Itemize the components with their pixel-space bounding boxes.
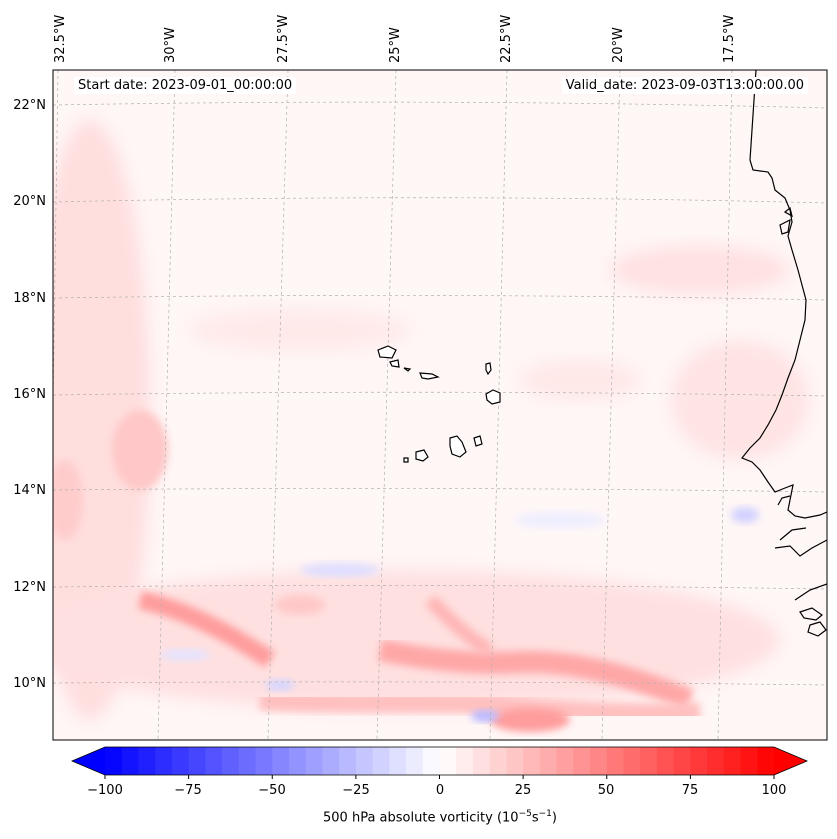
colorbar-segment: [539, 747, 558, 775]
colorbar-segment: [640, 747, 658, 775]
lat-label: 20°N: [13, 194, 46, 209]
colorbar-segment: [723, 747, 742, 775]
colorbar-segment: [506, 747, 524, 775]
colorbar-segment: [272, 747, 290, 775]
colorbar-title-suffix: ): [551, 810, 557, 826]
lat-label: 16°N: [13, 387, 46, 402]
colorbar-segment: [556, 747, 574, 775]
colorbar-segment: [606, 747, 625, 775]
lat-label: 12°N: [13, 580, 46, 595]
colorbar-segment: [105, 747, 123, 775]
colorbar-segment: [205, 747, 223, 775]
colorbar-segment: [740, 747, 758, 775]
colorbar-segment: [690, 747, 708, 775]
lat-label: 14°N: [13, 483, 46, 498]
colorbar-tick-label: 75: [681, 783, 699, 798]
colorbar-segment: [238, 747, 257, 775]
colorbar-segment: [121, 747, 140, 775]
colorbar-segment: [489, 747, 507, 775]
colorbar-segment: [389, 747, 407, 775]
lon-label: 27.5°W: [276, 14, 291, 63]
colorbar-extend-min: [72, 747, 105, 775]
colorbar-tick-label: 0: [435, 783, 445, 798]
lon-label: 30°W: [163, 27, 178, 63]
colorbar-title-exp2: −1: [538, 809, 552, 819]
lon-label: 17.5°W: [722, 14, 737, 63]
lat-label: 22°N: [13, 98, 46, 113]
colorbar-tick-label: −100: [87, 783, 123, 798]
colorbar-segment: [355, 747, 374, 775]
colorbar-segment: [422, 747, 441, 775]
colorbar-segment: [523, 747, 541, 775]
colorbar-tick-label: −50: [258, 783, 286, 798]
colorbar-tick-label: −25: [342, 783, 370, 798]
colorbar-segment: [456, 747, 474, 775]
colorbar-segment: [339, 747, 357, 775]
colorbar-segment: [372, 747, 390, 775]
colorbar-segment: [673, 747, 691, 775]
colorbar: [70, 746, 809, 779]
colorbar-segment: [573, 747, 591, 775]
colorbar-segment: [171, 747, 190, 775]
africa-coastline: [741, 70, 827, 519]
lat-label: 10°N: [13, 676, 46, 691]
colorbar-segment: [322, 747, 340, 775]
colorbar-segment: [406, 747, 424, 775]
map-frame: [52, 69, 828, 741]
colorbar-tick-label: −75: [174, 783, 202, 798]
colorbar-segment: [138, 747, 156, 775]
colorbar-tick-label: 50: [597, 783, 615, 798]
gridlines: [53, 70, 827, 740]
colorbar-title-prefix: 500 hPa absolute vorticity (10: [323, 810, 519, 826]
colorbar-title-exp1: −5: [518, 809, 532, 819]
colorbar-segment: [288, 747, 307, 775]
colorbar-segment: [255, 747, 273, 775]
colorbar-segment: [439, 747, 457, 775]
colorbar-segment: [222, 747, 240, 775]
colorbar-tick-label: 100: [761, 783, 787, 798]
colorbar-segment: [305, 747, 324, 775]
start-date-label: Start date: 2023-09-01_00:00:00: [74, 77, 297, 94]
lon-label: 32.5°W: [53, 14, 68, 63]
lon-label: 25°W: [388, 27, 403, 63]
cape-verde-islands: [377, 345, 501, 463]
colorbar-tick-label: 25: [514, 783, 532, 798]
colorbar-segment: [623, 747, 641, 775]
coastline: [741, 70, 827, 637]
colorbar-segment: [707, 747, 725, 775]
colorbar-segment: [472, 747, 491, 775]
lat-label: 18°N: [13, 291, 46, 306]
colorbar-title-mid: s: [531, 810, 539, 826]
colorbar-segment: [188, 747, 206, 775]
vorticity-field: [53, 120, 810, 732]
colorbar-segment: [155, 747, 173, 775]
valid-date-label: Valid_date: 2023-09-03T13:00:00.00: [561, 77, 808, 94]
lon-label: 22.5°W: [499, 14, 514, 63]
colorbar-segment: [757, 747, 775, 775]
colorbar-segment: [656, 747, 675, 775]
colorbar-segment: [590, 747, 608, 775]
colorbar-extend-max: [774, 747, 807, 775]
lon-label: 20°W: [611, 27, 626, 63]
colorbar-title: 500 hPa absolute vorticity (10−5s−1): [323, 809, 557, 825]
